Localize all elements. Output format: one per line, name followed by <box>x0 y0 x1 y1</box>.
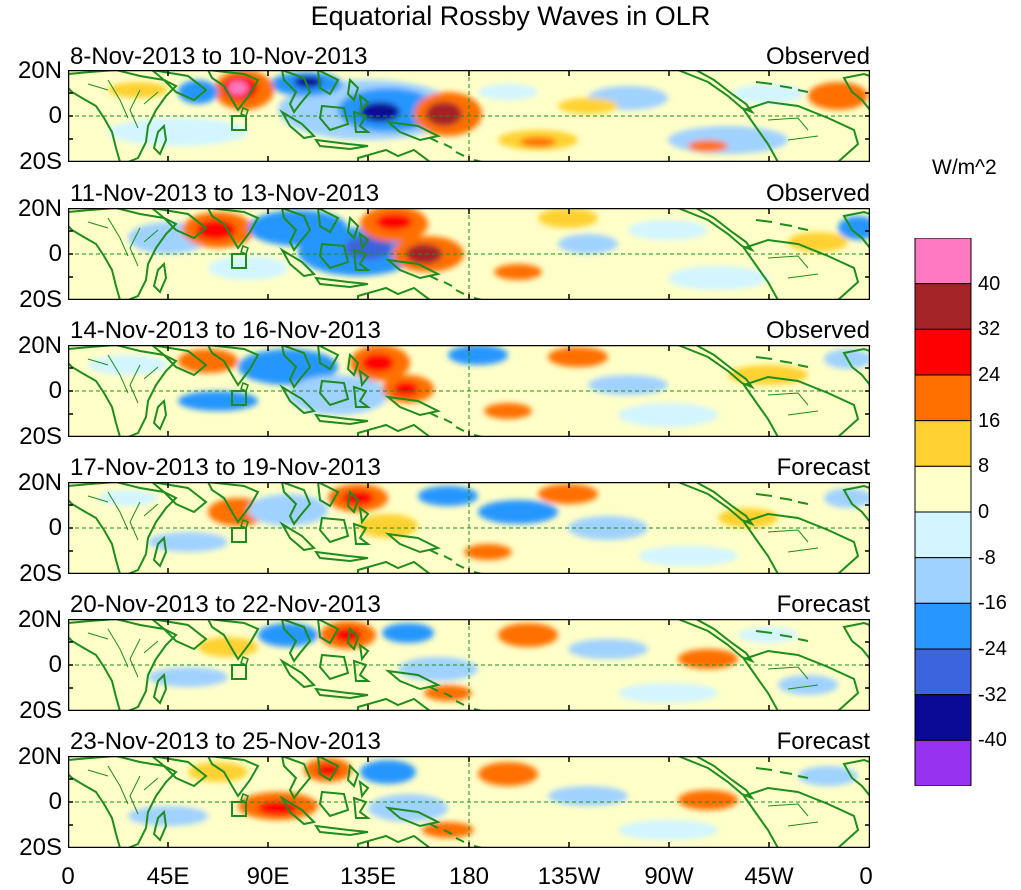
lat-label-20n: 20N <box>17 469 62 496</box>
panel-4-dates: 17-Nov-2013 to 19-Nov-2013 <box>70 454 381 481</box>
colorbar-label: 40 <box>978 272 1001 295</box>
panel-2-status: Observed <box>765 180 870 207</box>
lat-label-eq: 0 <box>48 514 62 541</box>
colorbar-label: 32 <box>978 318 1001 341</box>
lon-label-135e: 135E <box>339 863 397 890</box>
colorbar-label: -8 <box>978 546 996 569</box>
panel-6-map <box>68 756 870 848</box>
colorbar-swatch <box>914 602 972 650</box>
units-label: W/m^2 <box>932 156 997 179</box>
lat-label-20s: 20S <box>19 697 62 724</box>
panel-1-dates: 8-Nov-2013 to 10-Nov-2013 <box>70 43 368 70</box>
colorbar-label: 0 <box>978 501 990 523</box>
colorbar-swatch <box>914 328 972 376</box>
lat-label-20n: 20N <box>17 195 62 222</box>
colorbar-label: 24 <box>978 364 1001 386</box>
lat-label-eq: 0 <box>48 377 62 404</box>
colorbar-swatch <box>914 648 972 696</box>
lon-label-45e: 45E <box>146 863 190 890</box>
panel-2-dates: 11-Nov-2013 to 13-Nov-2013 <box>70 180 380 207</box>
lon-label-0: 0 <box>61 863 75 890</box>
colorbar-swatch <box>914 283 972 330</box>
colorbar-label: -40 <box>978 729 1007 752</box>
lat-label-20s: 20S <box>19 286 62 313</box>
lat-label-20s: 20S <box>19 834 62 861</box>
lon-label-90e: 90E <box>246 863 290 890</box>
lat-label-eq: 0 <box>48 102 62 129</box>
colorbar-swatch <box>914 739 972 786</box>
panel-3-status: Observed <box>765 317 870 344</box>
lat-label-eq: 0 <box>48 788 62 815</box>
colorbar-swatch <box>914 238 972 285</box>
lat-label-eq: 0 <box>48 651 62 678</box>
panel-4-map <box>68 482 870 574</box>
lon-label-0-end: 0 <box>859 863 873 890</box>
panel-5-map <box>68 619 870 711</box>
panel-6-dates: 23-Nov-2013 to 25-Nov-2013 <box>70 728 381 755</box>
panel-5-status: Forecast <box>776 591 870 618</box>
lat-label-20n: 20N <box>17 606 62 633</box>
lon-label-90w: 90W <box>644 863 694 890</box>
panel-4-status: Forecast <box>776 454 870 481</box>
colorbar-swatch <box>914 557 972 604</box>
lon-label-180: 180 <box>448 863 490 890</box>
colorbar-label: -16 <box>978 592 1007 615</box>
panel-3-map <box>68 345 870 437</box>
lat-label-eq: 0 <box>48 240 62 267</box>
lon-label-135w: 135W <box>537 863 601 890</box>
colorbar-label: 16 <box>978 409 1001 432</box>
colorbar-swatch <box>914 465 972 513</box>
colorbar-swatch <box>914 511 972 559</box>
lat-label-20s: 20S <box>19 148 62 175</box>
panel-3-dates: 14-Nov-2013 to 16-Nov-2013 <box>70 317 381 344</box>
lat-label-20s: 20S <box>19 560 62 587</box>
map-title: Equatorial Rossby Waves in OLR <box>310 1 711 31</box>
colorbar-label: 8 <box>978 455 990 478</box>
colorbar <box>914 238 972 786</box>
colorbar-swatch <box>914 374 972 422</box>
lat-label-20s: 20S <box>19 423 62 450</box>
colorbar-label: -32 <box>978 683 1007 706</box>
panel-6-status: Forecast <box>776 728 870 755</box>
colorbar-label: -24 <box>978 638 1007 660</box>
panel-2-map <box>68 208 870 300</box>
lat-label-20n: 20N <box>17 57 62 84</box>
lon-label-45w: 45W <box>744 863 794 890</box>
lat-label-20n: 20N <box>17 332 62 359</box>
colorbar-swatch <box>914 694 972 741</box>
lat-label-20n: 20N <box>17 743 62 770</box>
panel-1-map <box>68 70 870 162</box>
colorbar-swatch <box>914 420 972 467</box>
panel-1-status: Observed <box>765 43 870 70</box>
panel-5-dates: 20-Nov-2013 to 22-Nov-2013 <box>70 591 381 618</box>
